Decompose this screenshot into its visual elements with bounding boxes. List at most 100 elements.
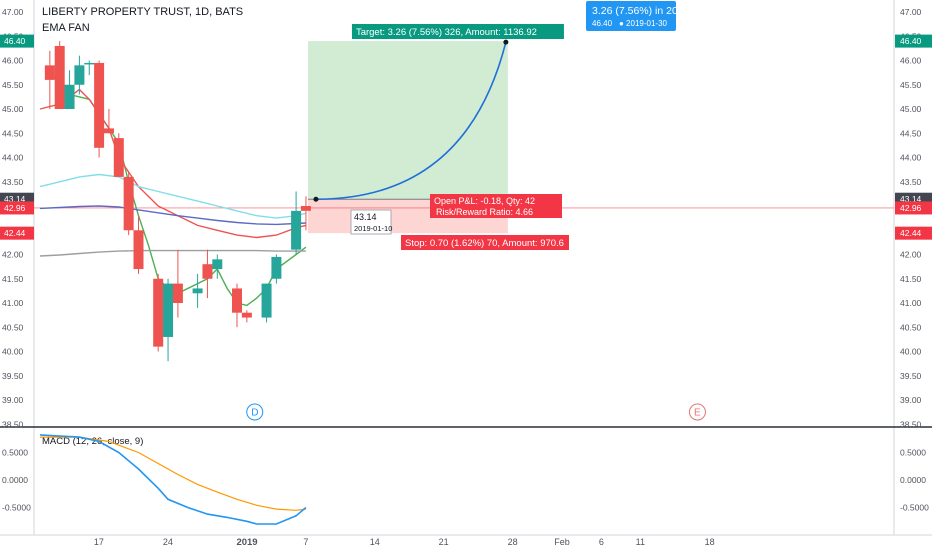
symbol-title: LIBERTY PROPERTY TRUST, 1D, BATS xyxy=(42,6,244,18)
indicator-title: EMA FAN xyxy=(42,22,90,34)
time-axis-label: 17 xyxy=(94,537,104,547)
candle-body xyxy=(103,128,114,134)
right-price-tick: 41.50 xyxy=(900,274,922,284)
pnl-label-box xyxy=(430,194,562,218)
time-axis-label: 18 xyxy=(705,537,715,547)
labels: Target: 3.26 (7.56%) 326, Amount: 1136.9… xyxy=(0,1,932,250)
projection-curve xyxy=(315,41,507,201)
candles xyxy=(44,41,311,362)
pnl-label-text: Open P&L: -0.18, Qty: 42 xyxy=(434,196,535,206)
projection-end-point xyxy=(503,39,509,45)
time-axis-label: 14 xyxy=(370,537,380,547)
event-marker-letter: D xyxy=(251,408,258,419)
right-price-tick: 38.50 xyxy=(900,419,922,429)
left-price-tick: 46.00 xyxy=(2,56,24,66)
time-axis-label: 2019 xyxy=(236,537,257,548)
left-price-badge-text: 46.40 xyxy=(4,36,26,46)
left-price-tick: 40.00 xyxy=(2,347,24,357)
time-axis-label: 21 xyxy=(439,537,449,547)
projection-start-point xyxy=(313,196,319,202)
candle-body xyxy=(192,288,203,294)
right-price-badge-text: 46.40 xyxy=(900,36,922,46)
right-price-tick: 44.00 xyxy=(900,153,922,163)
macd-pane: 0.5000 0.5000 0.0000 0.0000 -0.5000 -0.5000 MA… xyxy=(2,434,929,525)
left-macd-tick: 0.5000 xyxy=(2,448,28,458)
stop-label-box xyxy=(401,235,569,250)
time-axis-label: Feb xyxy=(554,537,570,547)
candle-body xyxy=(74,65,85,85)
time-axis-label: 11 xyxy=(636,537,645,547)
target-zone xyxy=(307,41,508,200)
right-macd-tick: 0.0000 xyxy=(900,475,926,485)
left-price-tick: 40.50 xyxy=(2,322,24,332)
ema-line xyxy=(39,88,307,239)
right-price-tick: 42.00 xyxy=(900,250,922,260)
right-price-tick: 39.50 xyxy=(900,371,922,381)
price-projection[interactable] xyxy=(313,39,509,202)
left-price-tick: 44.50 xyxy=(2,128,24,138)
candle-body xyxy=(133,230,144,270)
right-price-tick: 41.00 xyxy=(900,298,922,308)
left-price-tick: 39.00 xyxy=(2,395,24,405)
right-price-tick: 40.50 xyxy=(900,322,922,332)
candle-body xyxy=(44,65,55,80)
macd-signal-line xyxy=(40,436,306,511)
left-macd-tick: -0.5000 xyxy=(2,503,31,513)
candle-body xyxy=(212,259,223,270)
left-price-badge xyxy=(0,34,34,48)
candle-body xyxy=(172,283,183,303)
candle-body xyxy=(163,283,174,337)
stop-label-text: Stop: 0.70 (1.62%) 70, Amount: 970.6 xyxy=(405,238,564,249)
candle-body xyxy=(84,62,95,65)
left-price-tick: 42.00 xyxy=(2,250,24,260)
right-price-badge xyxy=(895,226,932,240)
right-price-tick: 46.00 xyxy=(900,56,922,66)
price-grid xyxy=(0,0,932,536)
time-axis-label: 7 xyxy=(303,537,308,547)
left-price-badge xyxy=(0,201,34,215)
projection-label-date: ● 2019-01-30 xyxy=(619,19,668,28)
event-marker xyxy=(246,403,264,421)
ema-line xyxy=(39,205,306,226)
candle-body xyxy=(271,256,282,279)
candle-body xyxy=(261,283,272,318)
candle-body xyxy=(123,176,134,231)
candle-body xyxy=(291,210,302,250)
macd-label: MACD (12, 26, close, 9) xyxy=(42,436,143,447)
left-price-tick: 43.50 xyxy=(2,177,24,187)
right-price-tick: 44.50 xyxy=(900,128,922,138)
cursor-tooltip-box xyxy=(350,209,392,235)
time-axis-label: 24 xyxy=(163,537,173,547)
event-marker-letter: E xyxy=(694,408,701,419)
left-price-tick: 45.00 xyxy=(2,104,24,114)
ema-line xyxy=(39,173,307,219)
left-price-tick: 45.50 xyxy=(2,80,24,90)
right-price-badge-text: 42.44 xyxy=(900,228,922,238)
projection-label-box xyxy=(586,1,676,31)
left-price-tick: 47.00 xyxy=(2,7,24,17)
candle-body xyxy=(202,264,213,279)
cursor-tooltip-date: 2019-01-10 xyxy=(354,224,392,233)
right-price-badge-text: 43.14 xyxy=(900,194,922,204)
right-price-tick: 40.00 xyxy=(900,347,922,357)
ema-line xyxy=(39,249,306,257)
event-marker xyxy=(688,403,706,421)
projection-label-price: 46.40 xyxy=(592,19,613,28)
macd-line xyxy=(39,434,307,525)
right-price-badge-text: 42.96 xyxy=(900,203,922,213)
left-macd-tick: 0.0000 xyxy=(2,475,28,485)
projection-label-main: 3.26 (7.56%) in 20d xyxy=(592,5,684,17)
right-macd-tick: -0.5000 xyxy=(900,503,929,513)
left-price-badge xyxy=(0,226,34,240)
left-price-tick: 38.50 xyxy=(2,419,24,429)
left-price-tick: 41.00 xyxy=(2,298,24,308)
left-price-tick: 39.50 xyxy=(2,371,24,381)
candle-body xyxy=(54,45,65,109)
candle-body xyxy=(153,278,164,347)
long-position-tool[interactable] xyxy=(34,41,894,234)
risk-reward-label-text: Risk/Reward Ratio: 4.66 xyxy=(436,207,533,217)
right-price-tick: 47.00 xyxy=(900,7,922,17)
left-price-badge-text: 42.44 xyxy=(4,228,26,238)
